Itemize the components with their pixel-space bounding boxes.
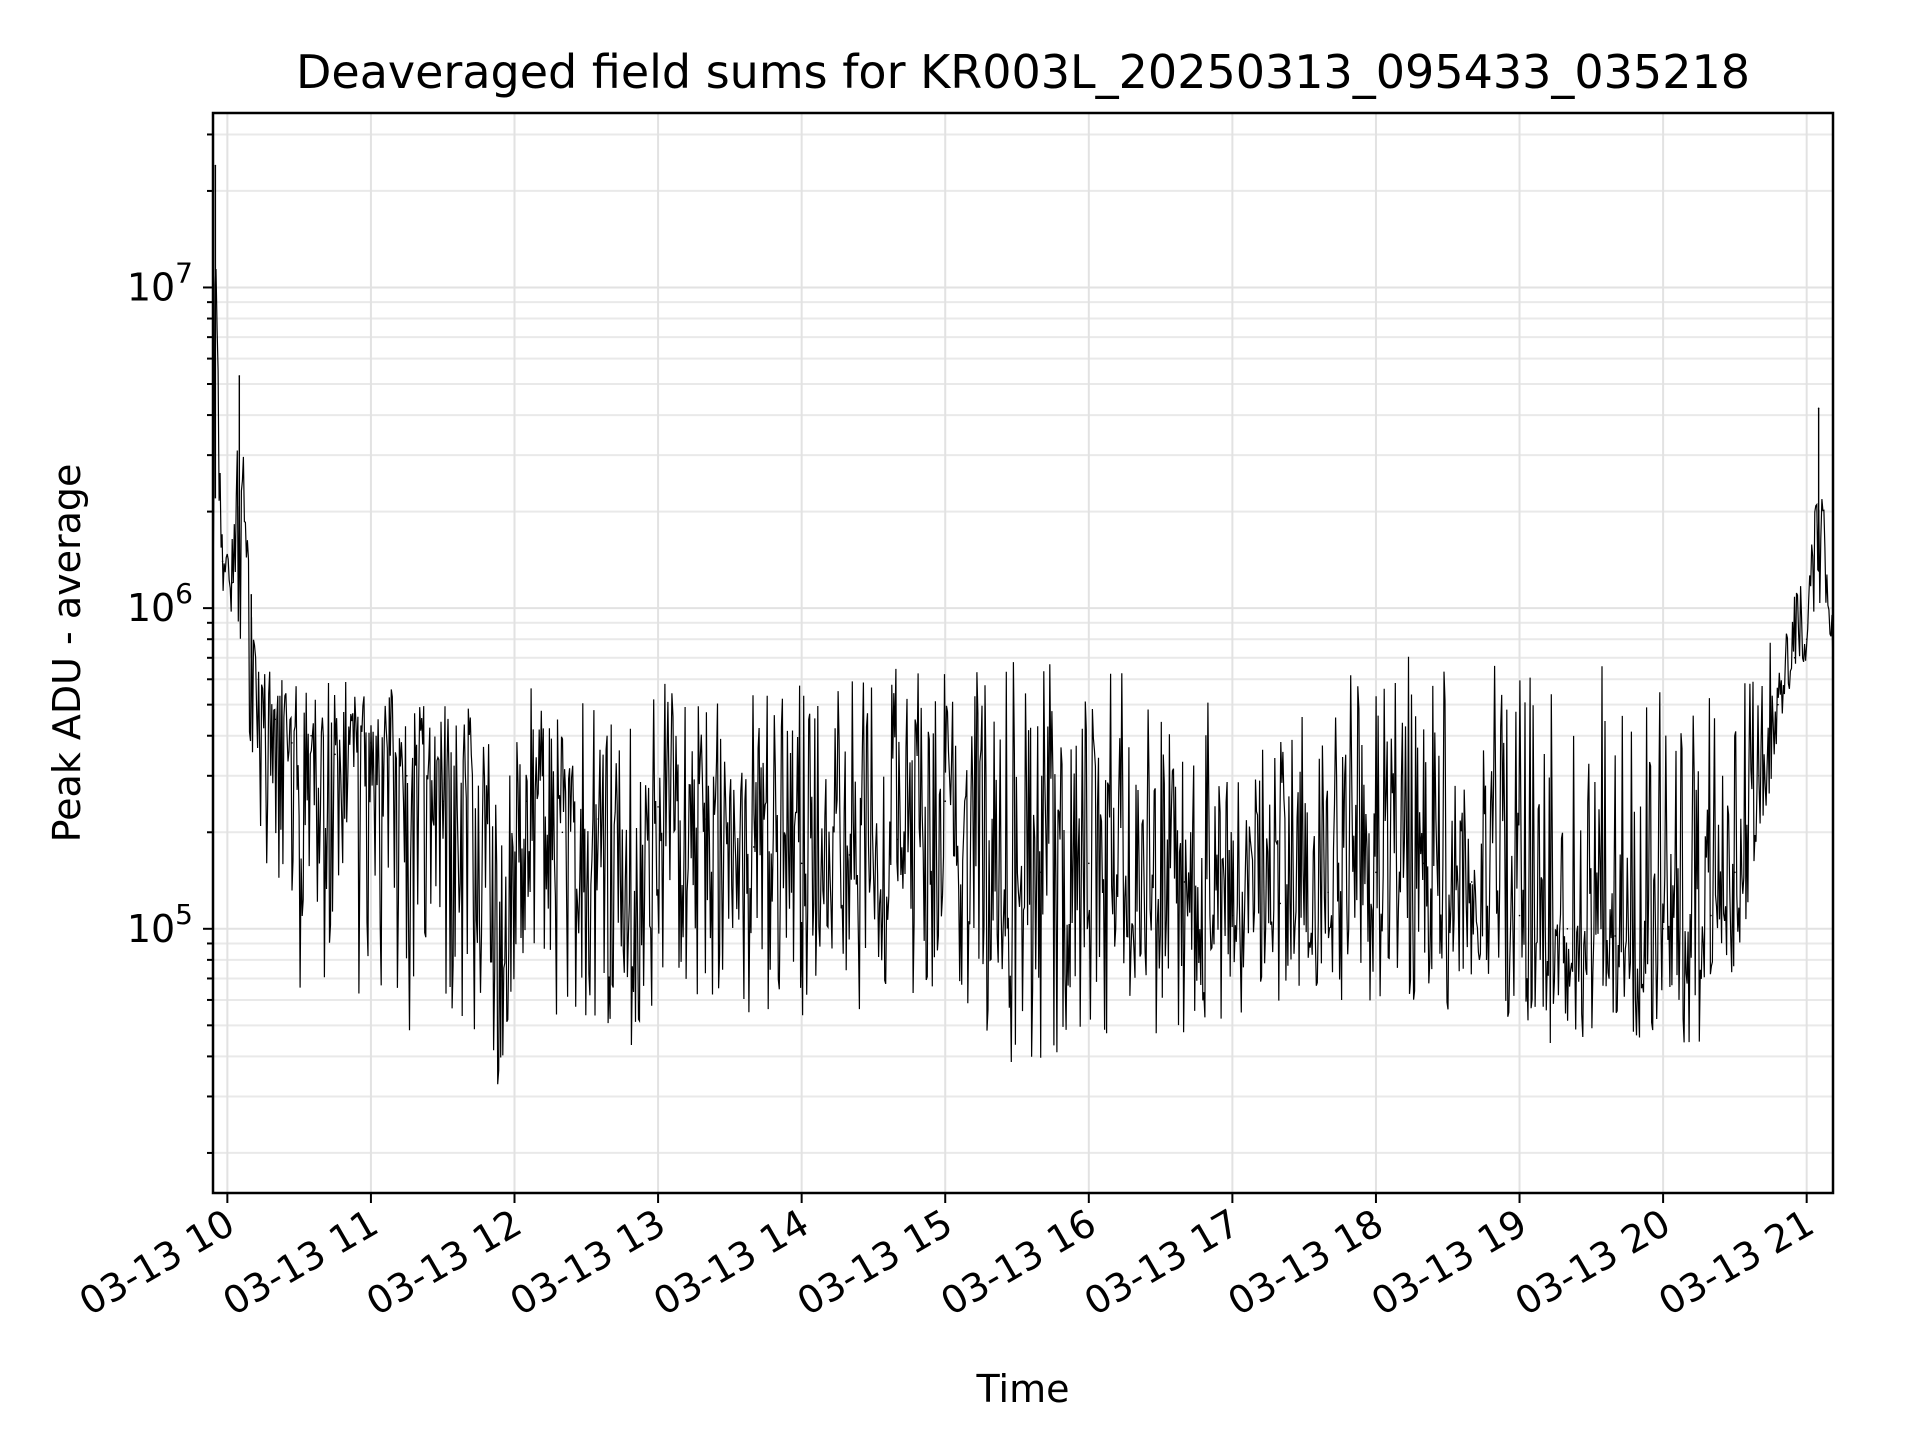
data-point xyxy=(213,581,214,584)
data-point xyxy=(597,818,600,820)
data-point xyxy=(334,753,336,756)
data-point xyxy=(1135,871,1138,874)
data-point xyxy=(441,800,444,802)
data-point xyxy=(1327,891,1329,894)
data-point xyxy=(257,678,260,681)
data-point xyxy=(1614,935,1617,937)
data-point xyxy=(752,846,755,848)
data-point xyxy=(1793,657,1796,659)
data-point xyxy=(944,800,947,802)
y-axis-label: Peak ADU - average xyxy=(45,464,89,843)
data-point xyxy=(1758,775,1760,777)
y-tick-label: 105 xyxy=(127,898,193,951)
y-tick-label: 106 xyxy=(127,577,193,630)
data-point xyxy=(1832,647,1833,649)
data-point xyxy=(501,959,504,961)
data-point xyxy=(848,854,851,856)
data-point xyxy=(561,831,564,834)
data-point xyxy=(370,742,372,744)
data-point xyxy=(1777,703,1779,706)
data-point xyxy=(1040,871,1042,874)
grid-lines xyxy=(213,113,1833,1193)
data-point xyxy=(1088,862,1090,865)
data-point xyxy=(1710,914,1712,917)
data-point xyxy=(231,581,233,584)
data-point xyxy=(221,560,224,563)
data-point xyxy=(1662,927,1664,930)
data-point xyxy=(800,862,803,865)
data-point xyxy=(896,838,899,841)
data-point xyxy=(274,718,277,721)
data-point xyxy=(1734,871,1736,874)
data-point xyxy=(1518,914,1521,917)
series-layer xyxy=(213,164,1833,1085)
chart-title: Deaveraged field sums for KR003L_2025031… xyxy=(296,45,1750,99)
data-point xyxy=(992,846,994,848)
series-line xyxy=(213,268,1833,1085)
data-point xyxy=(291,742,293,744)
data-point xyxy=(477,831,480,834)
x-axis-label: Time xyxy=(976,1367,1070,1411)
data-point xyxy=(1279,902,1282,905)
data-point xyxy=(1375,871,1377,874)
data-point xyxy=(1423,862,1425,865)
data-point xyxy=(1470,881,1473,883)
data-point xyxy=(657,806,659,808)
data-point xyxy=(406,775,408,777)
data-point xyxy=(1183,881,1186,883)
data-point xyxy=(705,818,707,820)
data-point xyxy=(1805,638,1808,641)
data-point xyxy=(310,734,312,737)
data-point xyxy=(1566,927,1569,930)
y-tick-label: 107 xyxy=(127,256,193,309)
series-group xyxy=(213,164,1833,1085)
data-point xyxy=(525,800,528,802)
data-point xyxy=(1231,914,1234,917)
data-point xyxy=(633,942,635,945)
